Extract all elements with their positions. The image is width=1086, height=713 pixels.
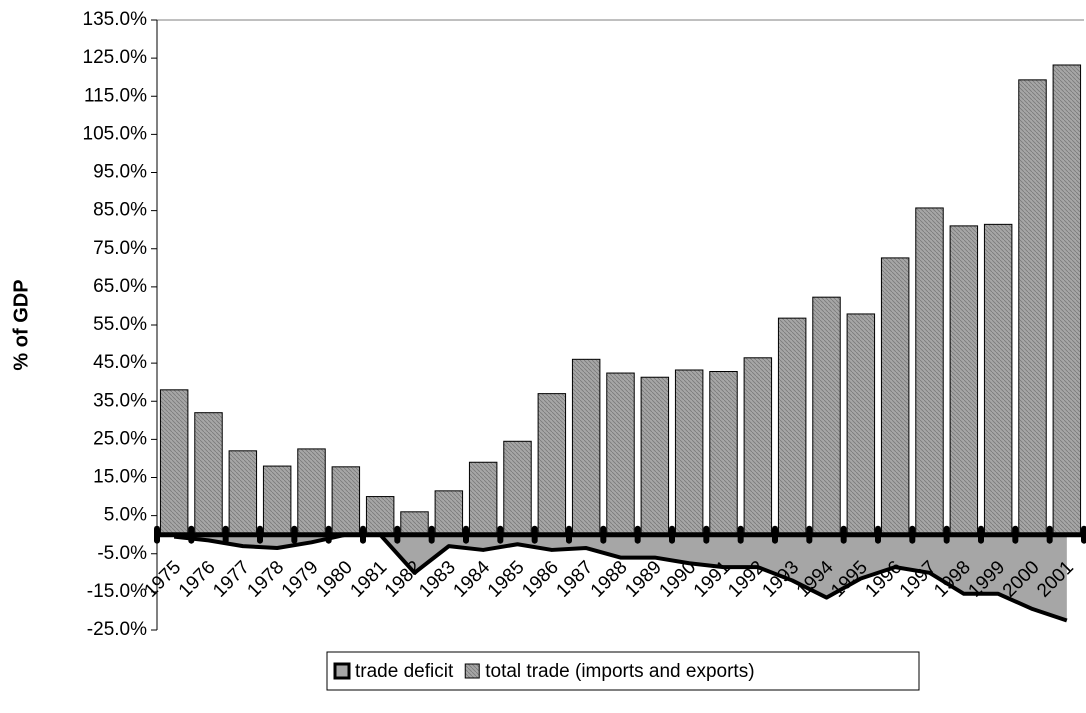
legend-label: total trade (imports and exports): [485, 661, 754, 682]
x-tick-label: 1988: [587, 557, 632, 602]
bar: [468, 461, 498, 536]
bar: [537, 393, 567, 536]
y-tick-label: 135.0%: [83, 9, 148, 30]
area-line: [173, 532, 1068, 623]
legend-box: [326, 651, 920, 691]
x-tick-label: 1981: [347, 557, 392, 602]
x-tick-label: 1987: [553, 557, 598, 602]
y-axis-label: % of GDP: [10, 279, 32, 370]
bar: [949, 225, 979, 536]
bar: [743, 357, 773, 536]
x-tick-label: 1977: [209, 557, 254, 602]
y-tick-label: 85.0%: [93, 200, 147, 221]
legend-swatch: [333, 662, 351, 680]
area-fill: [157, 534, 1067, 621]
y-tick-label: 105.0%: [83, 123, 148, 144]
x-tick-label: 1985: [484, 557, 529, 602]
x-tick-label: 1976: [175, 557, 220, 602]
bar: [503, 440, 532, 536]
bar: [365, 496, 395, 536]
bar: [400, 511, 429, 536]
x-tick-label: 1984: [450, 557, 495, 602]
y-tick-label: 25.0%: [93, 428, 147, 449]
bar: [297, 448, 326, 536]
bar: [228, 450, 258, 536]
bar: [1052, 64, 1082, 536]
y-tick-label: 125.0%: [83, 47, 148, 68]
y-tick-label: 35.0%: [93, 390, 147, 411]
bar: [434, 490, 464, 536]
y-tick-label: 65.0%: [93, 276, 147, 297]
bar: [1018, 79, 1047, 536]
y-tick-label: 75.0%: [93, 238, 147, 259]
bar: [606, 372, 635, 536]
x-tick-label: 1975: [141, 557, 186, 602]
bar: [812, 296, 841, 536]
legend: trade deficit total trade (imports and ex…: [326, 651, 920, 691]
bar: [846, 313, 876, 536]
y-tick-label: 95.0%: [93, 162, 147, 183]
x-tick-label: 1980: [312, 557, 357, 602]
bar: [983, 223, 1013, 536]
y-tick-label: 115.0%: [84, 85, 147, 106]
bar: [777, 317, 807, 536]
y-tick-label: 15.0%: [93, 467, 147, 488]
y-tick-label: -25.0%: [87, 619, 147, 640]
bar: [880, 257, 910, 536]
y-tick-label: -15.0%: [87, 581, 147, 602]
x-tick-label: 1979: [278, 557, 323, 602]
bar: [331, 466, 361, 536]
legend-label: trade deficit: [355, 661, 454, 682]
y-tick-label: 55.0%: [93, 314, 147, 335]
bar: [159, 389, 189, 536]
x-tick-label: 1986: [518, 557, 563, 602]
bar: [674, 369, 704, 536]
x-tick-label: 1978: [244, 557, 289, 602]
bar: [709, 371, 738, 536]
bar: [571, 358, 601, 536]
legend-swatch: [464, 663, 480, 679]
y-tick-label: 45.0%: [93, 352, 147, 373]
x-tick-label: 1989: [621, 557, 666, 602]
bar: [262, 465, 292, 536]
y-tick-label: -5.0%: [97, 543, 147, 564]
bar: [194, 412, 223, 536]
bar: [640, 376, 670, 536]
y-tick-label: 5.0%: [104, 505, 147, 526]
bar: [915, 207, 944, 536]
